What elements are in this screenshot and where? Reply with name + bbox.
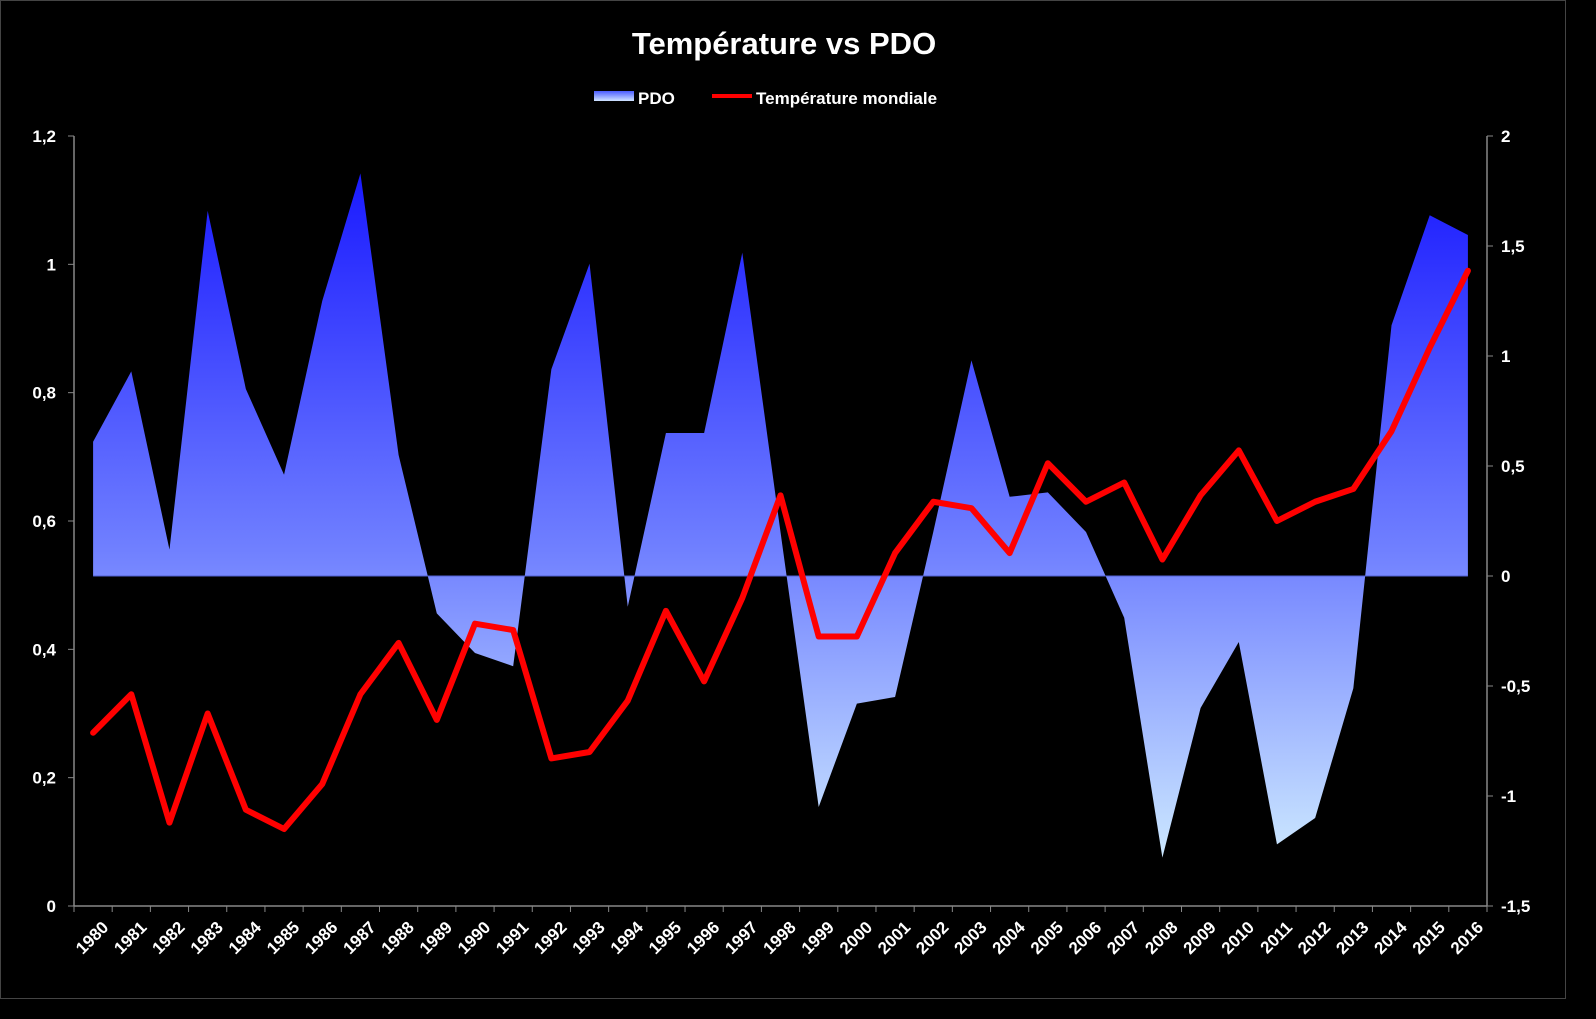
left-tick-label: 1,2: [32, 127, 56, 146]
x-tick-label: 1992: [530, 918, 570, 958]
x-tick-label: 1988: [378, 918, 418, 958]
x-tick-label: 2016: [1447, 918, 1487, 958]
temperature-line: [90, 267, 1471, 832]
right-tick-label: 0: [1501, 567, 1510, 586]
legend-label-pdo: PDO: [638, 89, 675, 108]
x-tick-label: 2012: [1294, 918, 1334, 958]
left-tick-label: 0,2: [32, 769, 56, 788]
x-tick-label: 1986: [301, 918, 341, 958]
right-tick-label: -0,5: [1501, 677, 1530, 696]
x-tick-label: 1991: [492, 918, 532, 958]
x-tick-label: 2001: [874, 918, 914, 958]
x-tick-label: 1998: [760, 918, 800, 958]
x-tick-label: 2013: [1332, 918, 1372, 958]
right-tick-label: -1: [1501, 787, 1516, 806]
x-tick-label: 1993: [569, 918, 609, 958]
x-tick-label: 2005: [1027, 918, 1067, 958]
legend-swatch-pdo: [594, 91, 634, 101]
left-tick-label: 0,8: [32, 384, 56, 403]
left-tick-label: 0,4: [32, 640, 56, 659]
x-tick-label: 1983: [187, 918, 227, 958]
x-tick-label: 2004: [989, 917, 1030, 958]
legend: PDO Température mondiale: [594, 89, 937, 108]
x-tick-label: 2003: [951, 918, 991, 958]
x-tick-label: 1985: [263, 918, 303, 958]
pdo-area: [93, 173, 1468, 858]
left-tick-label: 0,6: [32, 512, 56, 531]
x-tick-label: 1994: [607, 917, 648, 958]
x-tick-label: 1984: [225, 917, 266, 958]
legend-label-temperature: Température mondiale: [756, 89, 937, 108]
right-tick-label: 1: [1501, 347, 1510, 366]
x-tick-label: 1981: [110, 918, 150, 958]
x-tick-label: 1989: [416, 918, 456, 958]
x-tick-label: 1990: [454, 918, 494, 958]
x-tick-label: 1995: [645, 918, 685, 958]
x-tick-label: 2002: [912, 918, 952, 958]
x-tick-label: 1997: [721, 918, 761, 958]
right-tick-label: 1,5: [1501, 237, 1525, 256]
x-tick-label: 2015: [1409, 918, 1449, 958]
x-tick-label: 2006: [1065, 918, 1105, 958]
x-tick-label: 1999: [798, 918, 838, 958]
x-tick-label: 2008: [1141, 918, 1181, 958]
x-tick-label: 2014: [1371, 917, 1412, 958]
x-tick-label: 2011: [1257, 918, 1297, 958]
right-tick-label: -1,5: [1501, 897, 1530, 916]
left-tick-label: 1: [47, 255, 56, 274]
x-tick-label: 1980: [72, 918, 112, 958]
x-tick-label: 1987: [339, 918, 379, 958]
x-tick-label: 2007: [1103, 918, 1143, 958]
chart-title: Température vs PDO: [632, 26, 936, 61]
right-tick-label: 2: [1501, 127, 1510, 146]
x-tick-label: 1982: [149, 918, 189, 958]
x-tick-label: 1996: [683, 918, 723, 958]
x-tick-label: 2000: [836, 918, 876, 958]
pdo-area-layer: [93, 173, 1468, 858]
left-tick-label: 0: [47, 897, 56, 916]
x-tick-label: 2010: [1218, 918, 1258, 958]
right-tick-label: 0,5: [1501, 457, 1525, 476]
temperature-line-layer: [90, 267, 1471, 832]
x-tick-label: 2009: [1180, 918, 1220, 958]
